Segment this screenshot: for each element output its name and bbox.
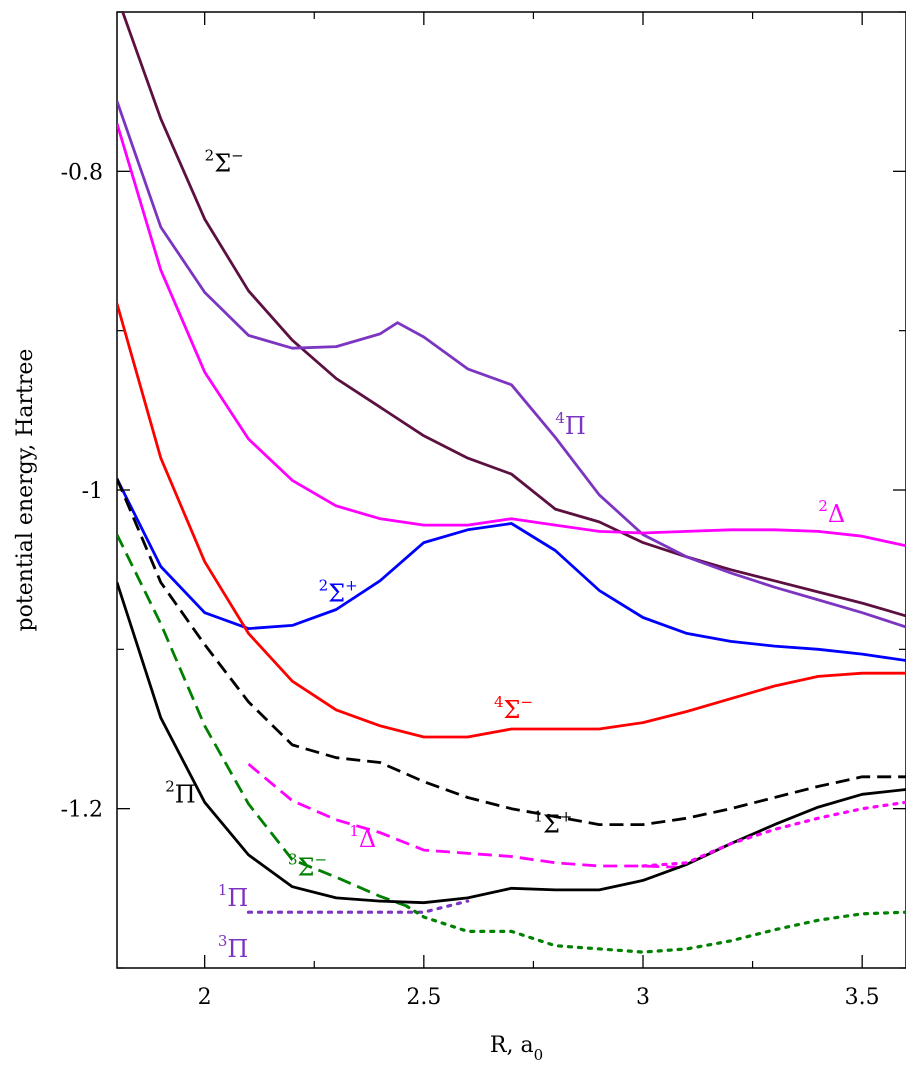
curve-label-2: 2Δ: [818, 497, 845, 528]
curves-layer: [117, 12, 906, 954]
y-tick-label: -1.2: [61, 798, 103, 823]
x-tick-label: 3.5: [845, 985, 880, 1010]
y-tick-label: -0.8: [61, 160, 103, 185]
curve-label-0: 2Σ−: [205, 146, 244, 177]
curve-pi3: [641, 800, 906, 868]
x-tick-label: 2: [198, 985, 212, 1010]
curve-label-3: 2Σ+: [319, 577, 358, 608]
curve-label-5: 1Σ+: [533, 808, 572, 839]
curve-label-7: 1Δ: [349, 822, 376, 853]
curve-sigma4minus: [117, 303, 906, 739]
x-tick-label: 3: [636, 985, 650, 1010]
curve-sigma1plus: [117, 478, 906, 826]
curve-sigma3minus_ext: [404, 904, 906, 954]
curve-label-6: 2Π: [165, 777, 195, 808]
curve-delta2: [117, 123, 906, 548]
curve-sigma2plus: [117, 478, 906, 662]
curve-label-1: 4Π: [555, 409, 585, 440]
curve-sigma2minus: [121, 12, 906, 618]
y-tick-label: -1: [82, 479, 103, 504]
curve-label-8: 3Σ−: [288, 851, 327, 882]
x-tick-label: 2.5: [406, 985, 441, 1010]
curve-labels-layer: 2Σ− 4Π 2Δ 2Σ+ 4Σ− 1Σ+ 2Π 1Δ 3Σ− 1Π 3Π: [165, 146, 845, 963]
y-axis-label: potential energy, Hartree: [13, 349, 38, 632]
x-axis-label: R, a0: [490, 1033, 543, 1064]
curve-pi1: [246, 899, 470, 914]
curve-label-10: 3Π: [218, 932, 248, 963]
axis-ticks: 2 2.5 3 3.5 -0.8 -1 -1.2: [61, 11, 906, 1010]
curve-label-4: 4Σ−: [494, 693, 533, 724]
curve-pi2: [117, 581, 906, 905]
curve-pi4: [117, 100, 906, 629]
curve-label-9: 1Π: [218, 881, 248, 912]
curve-delta1: [247, 763, 687, 869]
curve-sigma3minus: [117, 533, 407, 908]
